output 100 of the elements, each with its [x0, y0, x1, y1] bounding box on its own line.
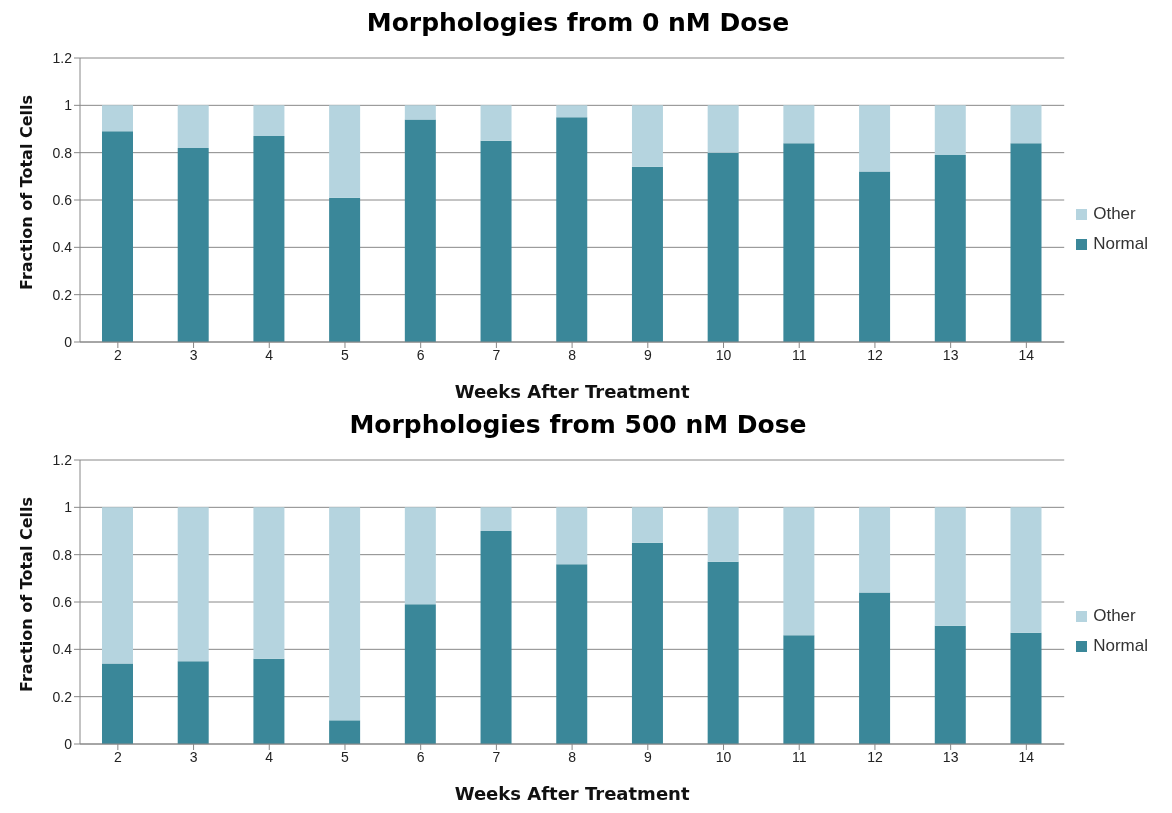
bar [783, 105, 815, 144]
bar [783, 507, 815, 636]
y-tick-label: 0.2 [52, 688, 73, 705]
y-tick-label: 0.6 [52, 191, 73, 208]
x-tick-label: 7 [492, 748, 501, 765]
x-tick-label: 10 [715, 748, 732, 765]
x-tick-label: 4 [265, 346, 274, 363]
bar [556, 105, 588, 118]
y-tick-label: 1 [64, 499, 73, 516]
x-tick-label: 11 [791, 346, 807, 363]
bar [102, 663, 133, 744]
bar [934, 625, 966, 744]
bar [859, 507, 891, 593]
bar [1010, 632, 1042, 744]
y-tick-label: 1.2 [52, 49, 73, 66]
bar [934, 105, 966, 156]
x-tick-label: 11 [791, 748, 807, 765]
y-axis-title: Fraction of Total Cells [16, 94, 36, 290]
x-tick-label: 3 [189, 346, 198, 363]
bar [102, 507, 133, 664]
bar [480, 507, 512, 531]
bar [253, 507, 285, 659]
x-tick-label: 6 [416, 748, 425, 765]
x-tick-label: 7 [492, 346, 501, 363]
bar [556, 564, 588, 744]
x-tick-label: 9 [643, 748, 652, 765]
y-tick-label: 1 [64, 97, 73, 114]
x-tick-label: 12 [867, 748, 883, 765]
bar [783, 635, 815, 744]
bar [177, 105, 209, 148]
bar [1010, 105, 1042, 144]
bar [707, 105, 739, 153]
bar [707, 152, 739, 342]
bar [631, 105, 663, 167]
bar [556, 117, 588, 342]
chart-title: Morphologies from 0 nM Dose [365, 8, 791, 39]
legend-label: Normal [1093, 234, 1148, 254]
bar [707, 507, 739, 562]
bar [707, 561, 739, 744]
bar [329, 105, 361, 198]
bar [404, 507, 436, 605]
y-tick-label: 0.8 [52, 546, 73, 563]
bar [859, 171, 891, 342]
bar [480, 140, 512, 342]
x-tick-label: 13 [942, 346, 959, 363]
bar [329, 507, 361, 721]
bar [556, 507, 588, 565]
legend-label: Other [1093, 204, 1136, 224]
bar [177, 507, 209, 662]
x-tick-label: 2 [113, 748, 122, 765]
chart-title: Morphologies from 500 nM Dose [348, 410, 808, 441]
x-tick-label: 5 [341, 748, 350, 765]
y-tick-label: 0.6 [52, 593, 73, 610]
x-axis-title: Weeks After Treatment [454, 783, 690, 804]
bar [329, 720, 361, 744]
x-tick-label: 9 [643, 346, 652, 363]
y-tick-label: 0.2 [52, 286, 73, 303]
bar [859, 105, 891, 172]
x-tick-label: 3 [189, 748, 198, 765]
bar [404, 105, 436, 120]
bar [631, 542, 663, 744]
x-tick-label: 13 [942, 748, 959, 765]
bar [631, 507, 663, 543]
x-tick-label: 8 [568, 748, 577, 765]
bar [329, 197, 361, 342]
y-tick-label: 0 [64, 333, 73, 350]
y-tick-label: 0.4 [52, 641, 73, 658]
y-tick-label: 0.4 [52, 239, 73, 256]
bar [783, 143, 815, 342]
bar [253, 658, 285, 744]
x-tick-label: 14 [1018, 748, 1035, 765]
legend-label: Other [1093, 606, 1136, 626]
y-tick-label: 1.2 [52, 451, 73, 468]
y-tick-label: 0 [64, 735, 73, 752]
bar [102, 105, 133, 132]
bar [253, 136, 285, 342]
x-tick-label: 2 [113, 346, 122, 363]
y-axis-title: Fraction of Total Cells [16, 496, 36, 692]
bar [480, 105, 512, 141]
bar [934, 507, 966, 626]
x-axis-title: Weeks After Treatment [454, 381, 690, 402]
bar [631, 166, 663, 342]
x-tick-label: 6 [416, 346, 425, 363]
bar [404, 604, 436, 744]
bar [177, 147, 209, 342]
x-tick-label: 4 [265, 748, 274, 765]
bar [177, 661, 209, 744]
x-tick-label: 14 [1018, 346, 1035, 363]
bar [404, 119, 436, 342]
y-tick-label: 0.8 [52, 144, 73, 161]
x-tick-label: 5 [341, 346, 350, 363]
bar [480, 531, 512, 744]
x-tick-label: 12 [867, 346, 883, 363]
bar [934, 155, 966, 342]
bar [1010, 143, 1042, 342]
bar [1010, 507, 1042, 633]
legend-label: Normal [1093, 636, 1148, 656]
bar [102, 131, 133, 342]
bar [253, 105, 285, 137]
x-tick-label: 10 [715, 346, 732, 363]
